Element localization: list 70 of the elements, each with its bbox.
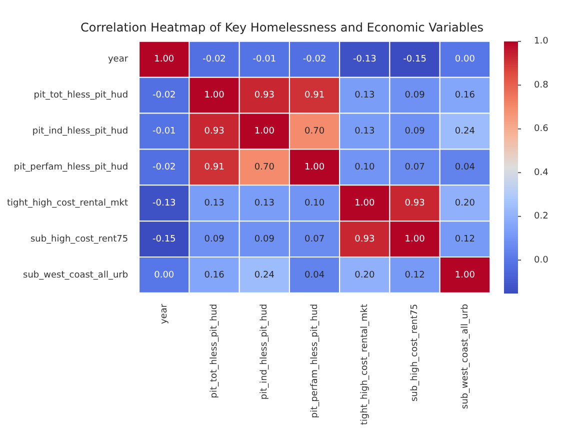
data-label: 0.04 bbox=[304, 270, 325, 280]
data-label: 0.70 bbox=[254, 162, 275, 173]
data-label: 0.93 bbox=[254, 90, 274, 101]
data-label: 0.09 bbox=[254, 234, 275, 244]
x-tick-label: sub_west_coast_all_urb bbox=[460, 304, 470, 409]
data-label: -0.13 bbox=[353, 54, 376, 65]
data-label: 0.12 bbox=[404, 270, 425, 280]
data-label: 1.00 bbox=[304, 162, 325, 173]
y-tick-label: pit_perfam_hless_pit_hud bbox=[14, 162, 128, 173]
chart-title: Correlation Heatmap of Key Homelessness and Economic Variables bbox=[80, 20, 484, 34]
color-bar-label: 1.0 bbox=[534, 36, 549, 47]
data-label: 0.10 bbox=[304, 198, 325, 208]
data-label: -0.02 bbox=[302, 54, 326, 65]
color-bar-label: 0.6 bbox=[534, 124, 549, 134]
data-label: 0.07 bbox=[304, 234, 325, 244]
data-label: -0.15 bbox=[152, 234, 176, 244]
color-bar-label: 0.8 bbox=[534, 80, 549, 90]
data-label: 1.00 bbox=[454, 270, 476, 280]
x-tick-label: pit_tot_hless_pit_hud bbox=[210, 304, 220, 398]
data-label: 1.00 bbox=[154, 54, 174, 65]
data-label: -0.15 bbox=[403, 54, 426, 65]
data-label: 0.13 bbox=[204, 198, 224, 208]
data-label: 0.70 bbox=[304, 126, 325, 137]
data-label: 0.00 bbox=[454, 54, 476, 65]
data-label: 0.16 bbox=[204, 270, 225, 280]
data-label: 0.24 bbox=[254, 270, 275, 280]
data-label: 0.13 bbox=[254, 198, 274, 208]
data-label: 1.00 bbox=[354, 198, 375, 208]
x-tick-label: year bbox=[159, 304, 170, 324]
data-label: 0.07 bbox=[404, 162, 425, 173]
color-bar-label: 0.2 bbox=[534, 212, 548, 222]
data-label: 0.93 bbox=[404, 198, 425, 208]
data-label: 0.10 bbox=[354, 162, 375, 173]
data-label: 0.20 bbox=[354, 270, 375, 280]
data-label: 0.24 bbox=[454, 126, 476, 137]
x-tick-label: tight_high_cost_rental_mkt bbox=[360, 303, 370, 426]
data-label: 0.93 bbox=[204, 126, 224, 137]
y-tick-label: sub_high_cost_rent75 bbox=[30, 234, 128, 244]
y-tick-label: pit_ind_hless_pit_hud bbox=[32, 126, 128, 137]
data-label: 0.20 bbox=[454, 198, 476, 208]
y-tick-label: sub_west_coast_all_urb bbox=[23, 270, 128, 280]
data-label: 0.12 bbox=[454, 234, 475, 244]
data-label: 0.13 bbox=[354, 90, 375, 101]
x-tick-label: pit_ind_hless_pit_hud bbox=[260, 304, 270, 400]
data-label: -0.02 bbox=[152, 90, 176, 101]
y-tick-label: tight_high_cost_rental_mkt bbox=[6, 198, 129, 208]
data-label: 0.04 bbox=[454, 162, 476, 173]
y-tick-label: pit_tot_hless_pit_hud bbox=[34, 90, 128, 101]
data-label: -0.02 bbox=[202, 54, 226, 65]
data-label: -0.01 bbox=[152, 126, 176, 137]
x-tick-label: pit_perfam_hless_pit_hud bbox=[310, 304, 320, 418]
data-label: 0.13 bbox=[354, 126, 375, 137]
color-bar-label: 0.0 bbox=[534, 255, 549, 266]
data-label: -0.13 bbox=[152, 198, 176, 208]
data-label: 1.00 bbox=[404, 234, 426, 244]
data-label: 0.91 bbox=[304, 90, 325, 101]
x-tick-label: sub_high_cost_rent75 bbox=[410, 304, 420, 402]
y-tick-label: year bbox=[108, 54, 128, 65]
data-label: 0.93 bbox=[354, 234, 375, 244]
data-label: 1.00 bbox=[204, 90, 225, 101]
data-label: 0.09 bbox=[404, 126, 426, 137]
color-bar-label: 0.4 bbox=[534, 168, 549, 178]
data-label: -0.01 bbox=[252, 54, 276, 65]
data-label: 0.16 bbox=[454, 90, 476, 101]
data-label: 0.00 bbox=[154, 270, 174, 280]
data-label: 0.91 bbox=[204, 162, 224, 173]
data-label: 0.09 bbox=[204, 234, 225, 244]
data-label: 1.00 bbox=[254, 126, 275, 137]
data-label: 0.09 bbox=[404, 90, 426, 101]
data-label: -0.02 bbox=[152, 162, 176, 173]
